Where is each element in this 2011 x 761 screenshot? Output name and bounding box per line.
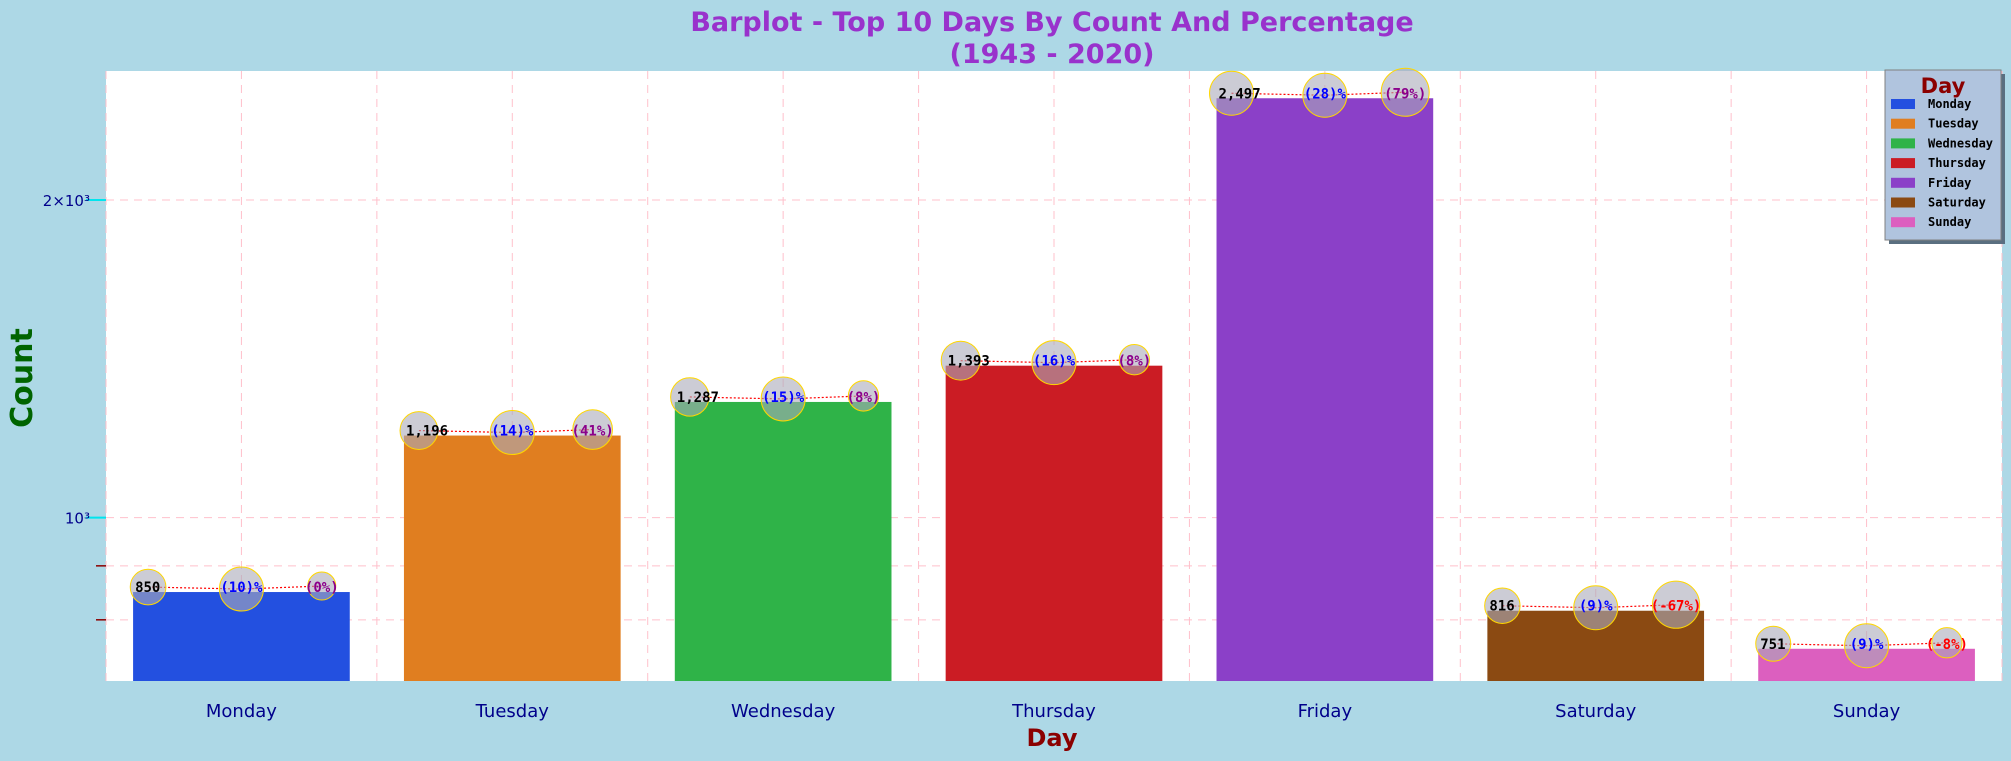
legend-entry-wednesday: Wednesday — [1928, 136, 1993, 150]
percent-label: (28)% — [1304, 86, 1347, 102]
legend-entries: Monday Tuesday Wednesday Thursday Friday Satu… — [1891, 97, 1993, 229]
count-label: 816 — [1489, 599, 1514, 615]
x-tick-label: Friday — [1298, 701, 1353, 722]
change-label: (8%) — [1117, 354, 1151, 370]
count-label: 1,287 — [677, 390, 719, 406]
percent-label: (14)% — [491, 424, 534, 440]
legend-swatch-friday — [1891, 177, 1915, 188]
bars — [133, 98, 1975, 682]
change-bubble — [1651, 580, 1701, 629]
percent-label: (16)% — [1033, 354, 1076, 370]
count-label: 751 — [1760, 637, 1785, 653]
x-tick-label: Wednesday — [731, 701, 836, 722]
count-bubble — [1484, 587, 1521, 624]
change-bubble — [307, 571, 337, 601]
x-tick-label: Tuesday — [475, 701, 550, 722]
change-bubble — [1380, 67, 1430, 117]
bar-wednesday — [674, 401, 892, 681]
percent-label: (10)% — [220, 580, 263, 596]
legend-swatch-thursday — [1891, 158, 1915, 169]
percent-label: (9)% — [1579, 599, 1613, 615]
percent-bubble — [760, 376, 806, 422]
count-label: 1,393 — [948, 354, 990, 370]
change-label: (41%) — [572, 424, 614, 440]
percent-bubble — [1844, 623, 1890, 669]
legend-swatch-saturday — [1891, 197, 1915, 208]
y-axis: 10³ 2×10³ — [43, 192, 106, 621]
x-tick-label: Sunday — [1833, 701, 1901, 722]
y-tick-label: 10³ — [65, 510, 90, 528]
percent-bubble — [1031, 340, 1077, 386]
bar-annotations: 850 (10)% (0%) 1,196 (14)% (41%) 1,287 (15)% (8%… — [129, 67, 1968, 669]
count-bubble — [399, 411, 439, 450]
percent-label: (15)% — [762, 390, 805, 406]
change-label: (-8%) — [1926, 637, 1968, 653]
count-label: 1,196 — [406, 424, 448, 440]
percent-bubble — [1573, 585, 1619, 631]
change-bubble — [572, 409, 613, 450]
percent-label: (9)% — [1850, 637, 1884, 653]
legend-swatch-sunday — [1891, 217, 1915, 228]
legend-title: Day — [1921, 74, 1966, 98]
x-tick-label: Saturday — [1555, 701, 1636, 722]
x-tick-label: Monday — [206, 701, 277, 722]
legend-swatch-wednesday — [1891, 138, 1915, 149]
count-bubble — [1755, 625, 1792, 662]
count-bubble — [1209, 70, 1255, 116]
percent-bubble — [218, 566, 264, 612]
change-bubble — [1931, 627, 1963, 659]
legend-entry-monday: Monday — [1928, 97, 1971, 111]
legend-entry-sunday: Sunday — [1928, 215, 1971, 229]
legend-entry-friday: Friday — [1928, 176, 1971, 190]
legend-box — [1884, 69, 2002, 241]
chart-subtitle: (1943 - 2020) — [950, 39, 1155, 70]
legend-swatch-tuesday — [1891, 118, 1915, 129]
change-label: (79%) — [1384, 86, 1426, 102]
change-label: (-67%) — [1651, 599, 1702, 615]
y-tick-label: 2×10³ — [43, 192, 90, 210]
change-bubble — [847, 380, 880, 412]
x-tick-label: Thursday — [1011, 701, 1096, 722]
count-bubble — [670, 377, 710, 417]
change-label: (0%) — [305, 580, 339, 596]
bar-thursday — [945, 365, 1163, 681]
x-axis-label: Day — [1026, 724, 1077, 752]
bar-tuesday — [403, 435, 621, 681]
x-axis: Monday Tuesday Wednesday Thursday Friday Satu… — [206, 701, 1901, 722]
bar-friday — [1216, 98, 1434, 682]
count-label: 850 — [135, 580, 160, 596]
count-bubble — [940, 340, 981, 381]
change-label: (8%) — [847, 390, 881, 406]
legend-entry-tuesday: Tuesday — [1928, 117, 1979, 131]
legend: Day Monday Tuesday Wednesday Thursday Friday… — [1884, 69, 2005, 244]
change-bubble — [1118, 344, 1150, 376]
y-axis-label: Count — [5, 328, 40, 428]
legend-swatch-monday — [1891, 99, 1915, 109]
count-label: 2,497 — [1219, 86, 1261, 102]
percent-bubble — [1302, 72, 1348, 118]
percent-bubble — [489, 410, 535, 456]
legend-entry-thursday: Thursday — [1928, 156, 1986, 170]
chart-title: Barplot - Top 10 Days By Count And Perce… — [690, 7, 1413, 38]
legend-entry-saturday: Saturday — [1928, 196, 1986, 210]
count-bubble — [129, 568, 167, 606]
